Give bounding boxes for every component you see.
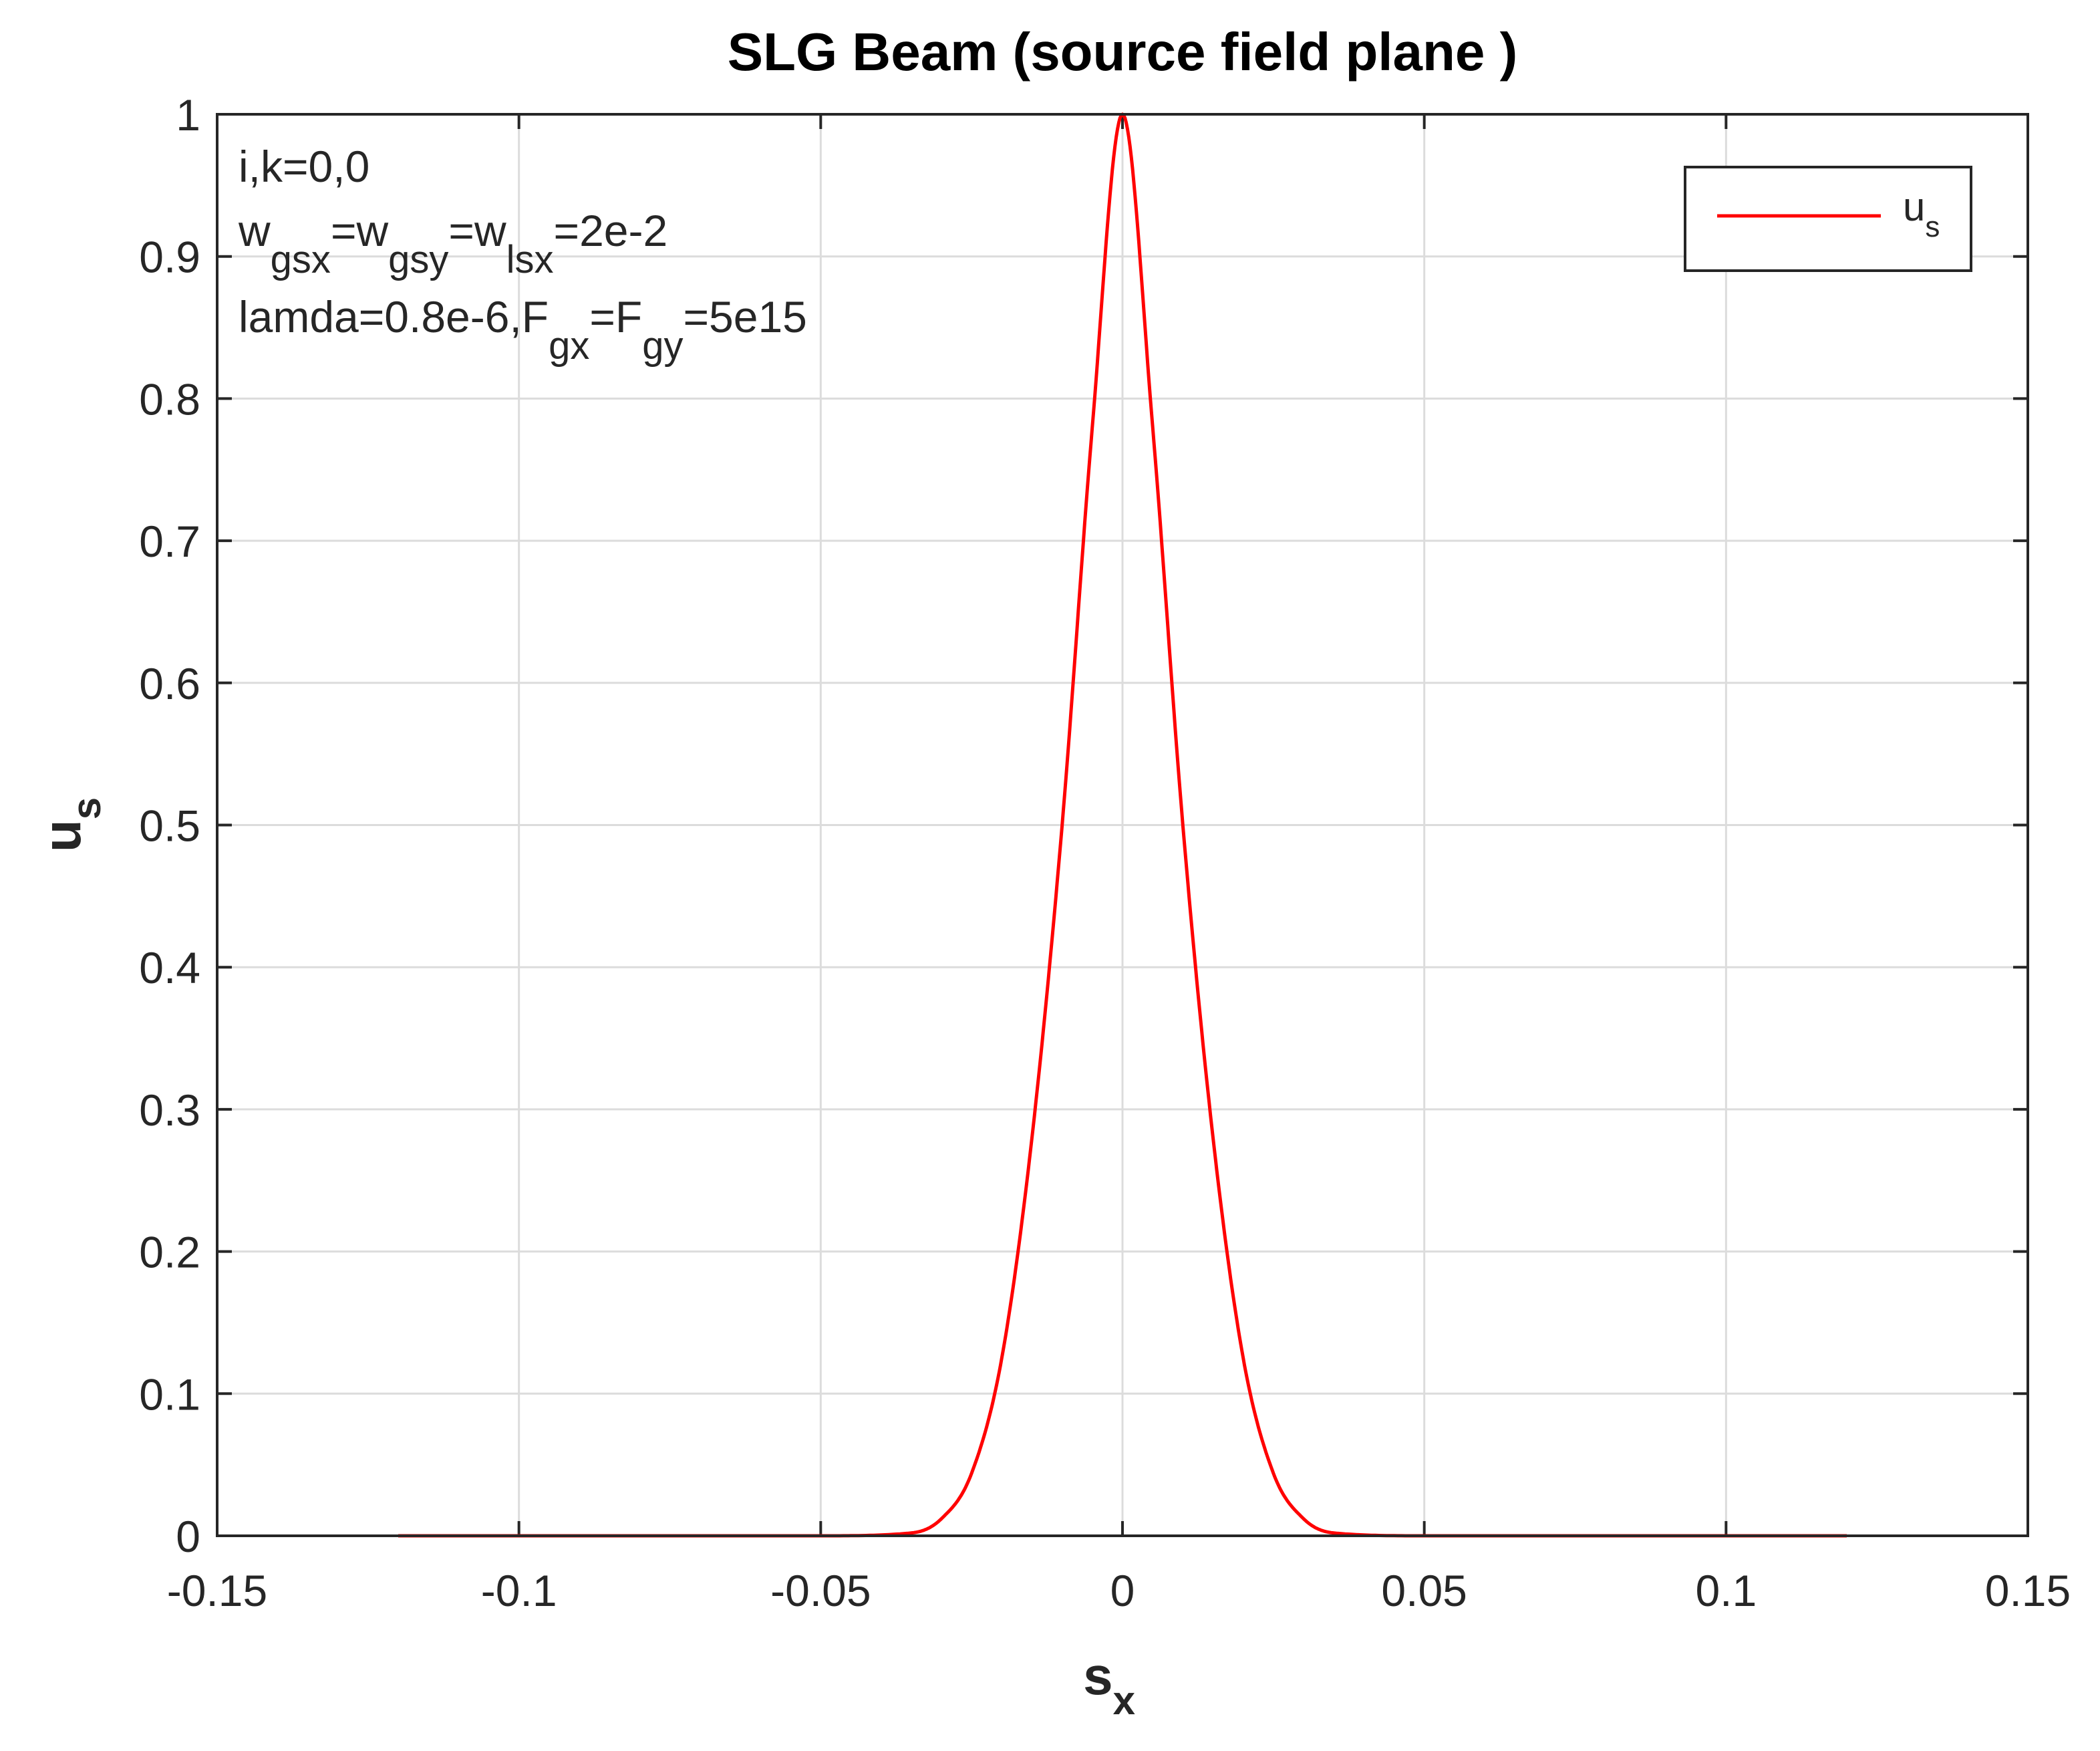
y-tick-labels: 0 0.1 0.2 0.3 0.4 0.5 0.6 0.7 0.8 0.9 1 — [139, 90, 200, 1561]
x-tick-label: 0.15 — [1985, 1566, 2071, 1615]
annotation-text: w — [238, 206, 271, 255]
annotation-text: =5e15 — [684, 292, 807, 342]
annotation-line: wgsx=wgsy=wlsx=2e-2 — [238, 206, 667, 281]
annotation-block: i,k=0,0wgsx=wgsy=wlsx=2e-2lamda=0.8e-6,F… — [238, 142, 807, 368]
x-tick-label: 0.05 — [1381, 1566, 1467, 1615]
annotation-line: lamda=0.8e-6,Fgx=Fgy=5e15 — [239, 292, 807, 368]
y-tick-label: 0.5 — [139, 801, 200, 851]
chart-title: SLG Beam (source field plane ) — [728, 22, 1518, 82]
y-tick-label: 0.6 — [139, 659, 200, 708]
y-tick-label: 0.1 — [139, 1369, 200, 1419]
y-axis-label-sub: s — [64, 797, 109, 819]
annotation-text: =2e-2 — [554, 206, 668, 255]
x-axis-label-sub: x — [1113, 1678, 1135, 1723]
annotation-subscript: gsy — [388, 238, 448, 281]
legend-entry-sub: s — [1925, 211, 1940, 243]
y-axis-label: us — [32, 797, 109, 852]
legend-entry-label: us — [1903, 184, 1940, 243]
y-tick-label: 0.7 — [139, 517, 200, 566]
annotation-subscript: gx — [549, 324, 589, 368]
legend-entry-main: u — [1903, 184, 1925, 229]
y-tick-label: 0 — [176, 1512, 200, 1561]
y-axis-label-main: u — [32, 819, 92, 852]
annotation-line: i,k=0,0 — [239, 142, 369, 191]
annotation-subscript: lsx — [506, 238, 554, 281]
y-tick-label: 0.9 — [139, 233, 200, 282]
legend: us — [1684, 166, 1972, 272]
y-tick-label: 0.2 — [139, 1228, 200, 1277]
annotation-text: =w — [448, 206, 506, 255]
annotation-text: lamda=0.8e-6,F — [239, 292, 549, 342]
x-tick-label: 0.1 — [1695, 1566, 1757, 1615]
annotation-text: i,k=0,0 — [239, 142, 369, 191]
annotation-subscript: gsx — [271, 238, 331, 281]
x-axis-label: sx — [1083, 1646, 1135, 1723]
x-tick-label: 0 — [1110, 1566, 1135, 1615]
y-tick-label: 0.3 — [139, 1085, 200, 1135]
annotation-text: =F — [589, 292, 642, 342]
y-tick-label: 1 — [176, 90, 200, 140]
legend-box — [1684, 166, 1972, 272]
y-tick-label: 0.4 — [139, 943, 200, 992]
y-tick-label: 0.8 — [139, 374, 200, 424]
annotation-subscript: gy — [642, 324, 683, 368]
x-axis-label-main: s — [1083, 1646, 1113, 1706]
x-tick-label: -0.05 — [770, 1566, 871, 1615]
annotation-text: =w — [331, 206, 389, 255]
plot-frame — [216, 113, 2029, 1537]
x-tick-label: -0.1 — [481, 1566, 557, 1615]
x-tick-label: -0.15 — [167, 1566, 267, 1615]
x-tick-labels: -0.15 -0.1 -0.05 0 0.05 0.1 0.15 — [167, 1566, 2071, 1615]
